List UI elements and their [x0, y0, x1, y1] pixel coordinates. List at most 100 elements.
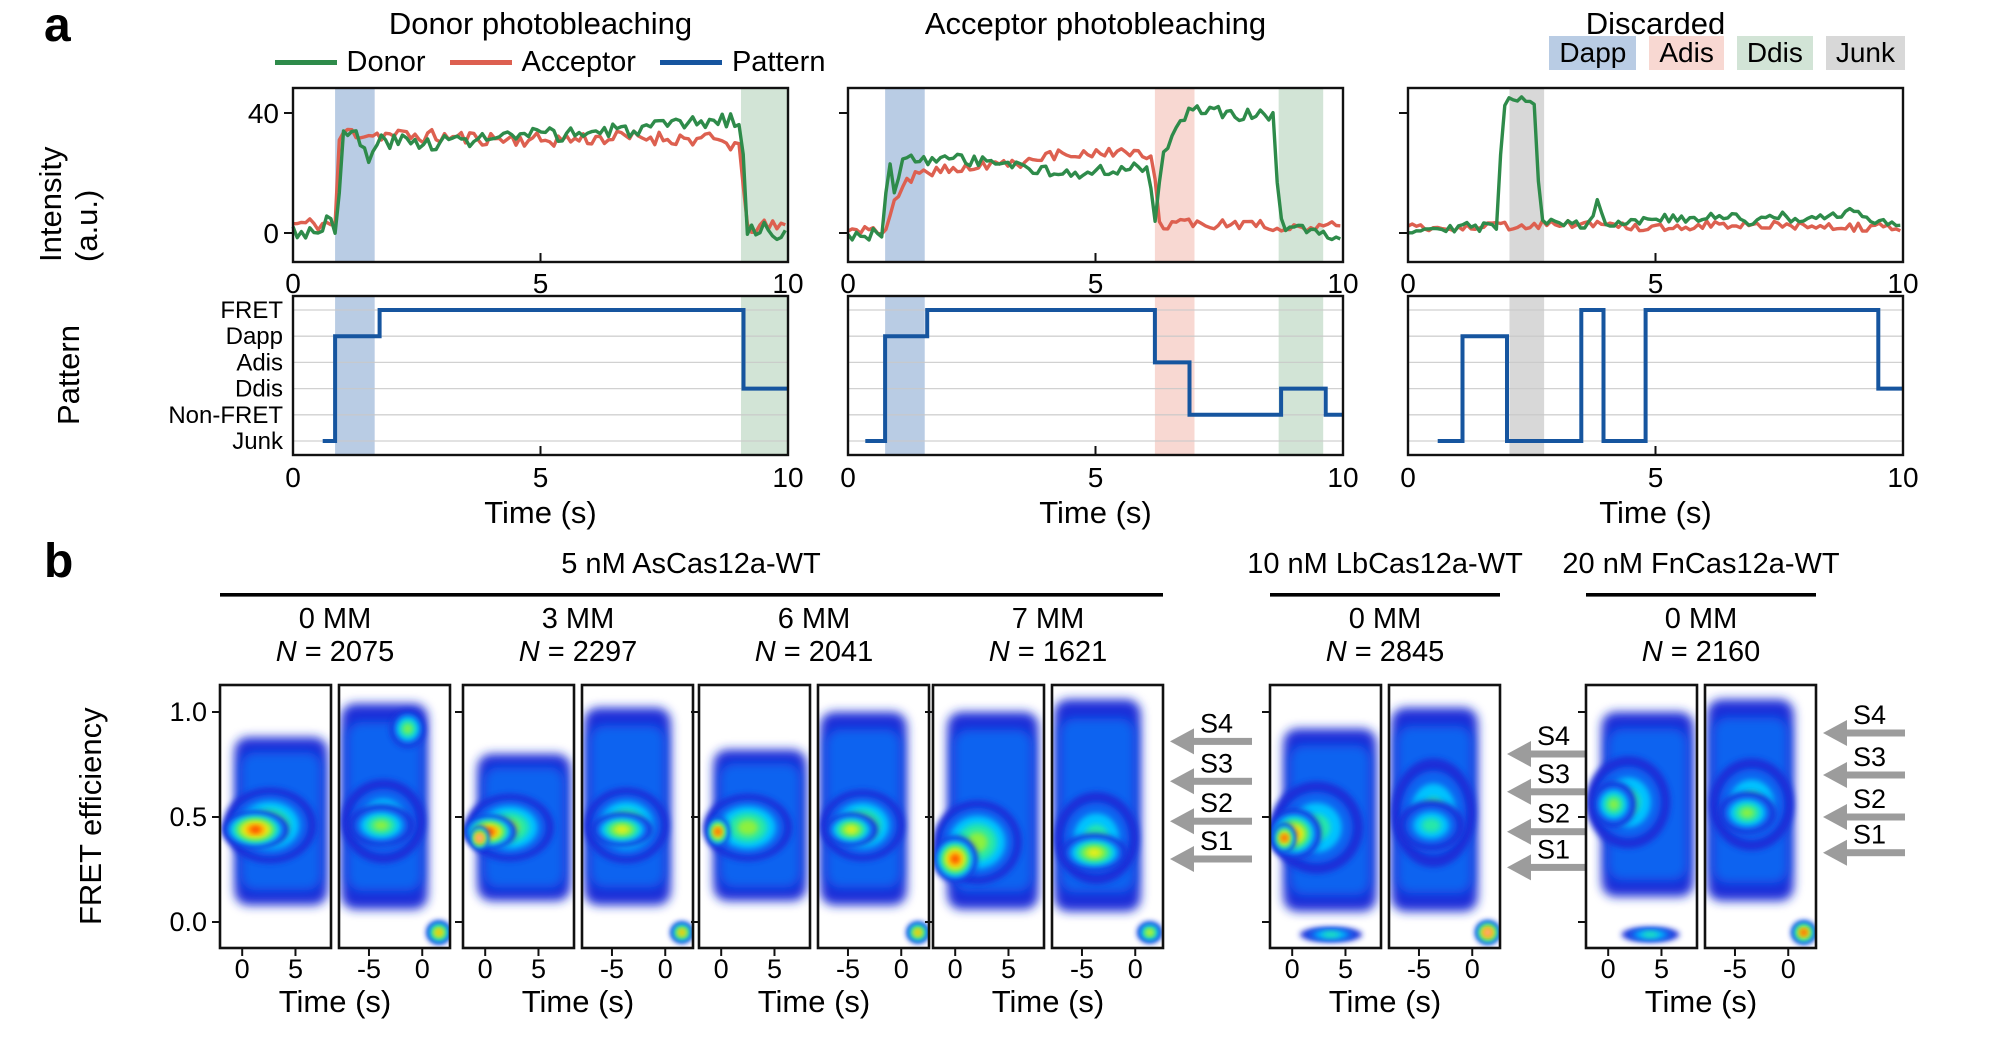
heatmap: [699, 685, 810, 948]
class-band: [885, 296, 925, 455]
x-tick-label: 0: [415, 954, 430, 984]
x-tick-label: 5: [533, 268, 549, 299]
heatmap-contour: [951, 855, 959, 863]
x-tick-label: 0: [1285, 954, 1300, 984]
x-tick-label: 5: [531, 954, 546, 984]
x-tick-label: 0: [840, 462, 856, 493]
condition-label: 7 MM: [1011, 603, 1085, 635]
condition-label: 0 MM: [1664, 603, 1738, 635]
state-arrow-icon: [1170, 728, 1194, 755]
heatmap: [463, 685, 574, 948]
state-arrow-shaft: [1194, 855, 1252, 863]
x-tick-label: 0: [1400, 462, 1416, 493]
state-arrow-icon: [1823, 720, 1847, 746]
state-label: S3: [1200, 748, 1233, 778]
heatmap-contour: [1800, 930, 1807, 935]
heatmap-pair-0: 1.0 0.5 0.0 0 5 -5 0 Time (s): [169, 683, 452, 1019]
x-tick-label: 5: [1088, 268, 1104, 299]
heatmap-contour: [846, 826, 857, 833]
x-tick-label: 5: [288, 954, 303, 984]
heatmap: [818, 685, 929, 948]
x-tick-label: 0: [285, 462, 301, 493]
pattern-level-label: Junk: [232, 428, 284, 455]
heatmap-contour: [1608, 799, 1620, 810]
heatmap-contour: [1740, 807, 1754, 818]
x-tick-label: 5: [767, 954, 782, 984]
time-axis-label: Time (s): [279, 984, 392, 1019]
x-tick-label: 10: [772, 462, 803, 493]
pattern-level-label: Adis: [236, 349, 283, 376]
x-tick-label: 10: [1887, 268, 1918, 299]
state-label: S2: [1537, 799, 1570, 829]
x-tick-label: 0: [714, 954, 729, 984]
state-label: S3: [1853, 742, 1886, 772]
acceptor-trace: [292, 127, 786, 234]
heatmap-pair-1: 0 5 -5 0 Time (s): [455, 683, 695, 1019]
group-underline: [1586, 593, 1816, 597]
pattern-step-line: [322, 308, 788, 443]
heatmap-contour: [1642, 932, 1659, 938]
heatmap-contour: [403, 724, 412, 734]
donor-trace: [846, 104, 1341, 242]
molecule-count-label: N = 1621: [988, 636, 1108, 668]
y-tick-label: 1.0: [169, 697, 207, 727]
state-arrow-icon: [1170, 808, 1194, 835]
intensity-plot-1: 0 0 5 5 10 10 Time (s): [839, 86, 1359, 530]
x-tick-label: -5: [1070, 954, 1094, 984]
legend-item-donor: Donor: [274, 46, 426, 79]
x-tick-label: 0: [840, 268, 856, 299]
molecule-count-label: N = 2075: [275, 636, 395, 668]
molecule-count-label: N = 2041: [754, 636, 874, 668]
heatmap-frame: [1050, 683, 1165, 950]
y-tick-label: 0.0: [169, 907, 207, 937]
acceptor-line-swatch: [449, 60, 512, 65]
class-band: [1509, 296, 1545, 455]
x-tick-label: -5: [836, 954, 860, 984]
y-tick-label: 40: [248, 98, 279, 129]
state-label: S4: [1537, 721, 1570, 751]
heatmap-contour: [615, 826, 629, 833]
heatmap-contour: [678, 930, 685, 935]
x-tick-label: 0: [1128, 954, 1143, 984]
state-label: S4: [1853, 700, 1886, 730]
heatmap-contour: [714, 829, 721, 835]
state-arrow-shaft: [1194, 737, 1252, 745]
time-axis-label: Time (s): [1645, 984, 1758, 1019]
state-arrow-shaft: [1847, 729, 1905, 737]
heatmap-contour: [1281, 835, 1288, 841]
x-tick-label: 5: [1088, 462, 1104, 493]
fret-efficiency-axis-label: FRET efficiency: [73, 707, 108, 926]
x-tick-label: 10: [772, 268, 803, 299]
x-tick-label: 5: [1648, 268, 1664, 299]
x-tick-label: 0: [1465, 954, 1480, 984]
molecule-count-label: N = 2845: [1325, 636, 1445, 668]
trace-legend: Donor Acceptor Pattern: [235, 46, 865, 79]
x-tick-label: 0: [285, 268, 301, 299]
molecule-count-label: N = 2160: [1641, 636, 1761, 668]
condition-label: 3 MM: [541, 603, 615, 635]
heatmap: [1586, 685, 1697, 948]
y-tick-label: 0.5: [169, 802, 207, 832]
y-tick-label: 0: [263, 218, 279, 249]
state-arrow-shaft: [1531, 788, 1589, 796]
x-tick-label: -5: [600, 954, 624, 984]
x-tick-label: 5: [1338, 954, 1353, 984]
x-tick-label: 5: [1654, 954, 1669, 984]
heatmap-contour: [1322, 932, 1340, 938]
x-tick-label: 10: [1887, 462, 1918, 493]
legend-item-pattern: Pattern: [659, 46, 825, 79]
state-label: S1: [1200, 826, 1233, 856]
x-tick-label: 0: [1781, 954, 1796, 984]
x-tick-label: 0: [948, 954, 963, 984]
molecule-count-label: N = 2297: [518, 636, 638, 668]
state-arrow-shaft: [1531, 828, 1589, 836]
panel-a-label: a: [44, 0, 71, 52]
heatmap-frame: [337, 683, 452, 950]
acceptor-trace: [847, 146, 1341, 236]
class-band: [1278, 296, 1324, 455]
donor-trace: [1408, 95, 1901, 235]
donor-trace: [291, 112, 787, 242]
state-label: S2: [1853, 784, 1886, 814]
state-label: S3: [1537, 759, 1570, 789]
